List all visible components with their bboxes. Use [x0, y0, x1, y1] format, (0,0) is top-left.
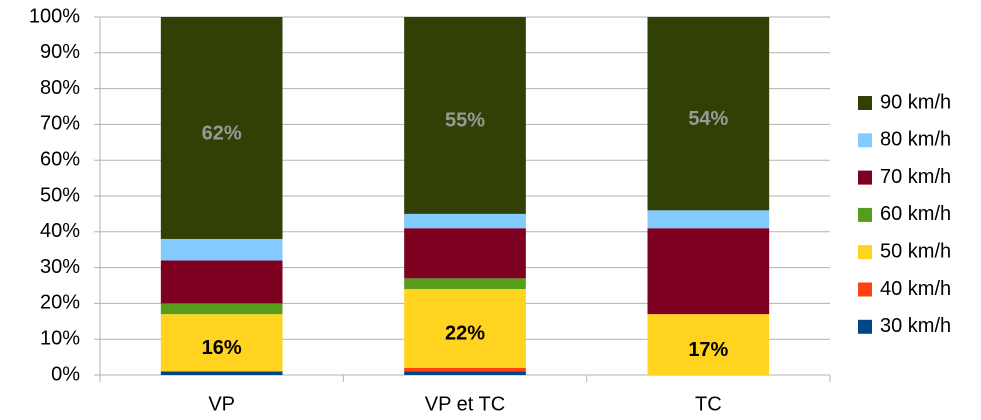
x-tick-label: VP et TC	[425, 393, 505, 415]
bar-segment	[160, 260, 283, 304]
legend-swatch	[858, 170, 872, 185]
y-tick-label: 60%	[40, 148, 80, 170]
legend-label: 90 km/h	[880, 91, 951, 113]
y-tick-label: 10%	[40, 327, 80, 349]
bar-segment	[647, 210, 770, 229]
value-label: 55%	[445, 110, 485, 132]
bar-segment	[647, 228, 770, 315]
y-tick-label: 80%	[40, 77, 80, 99]
bar-segment	[160, 17, 283, 239]
legend-label: 40 km/h	[880, 278, 951, 300]
value-label: 17%	[688, 339, 728, 361]
legend-label: 70 km/h	[880, 166, 951, 188]
legend-label: 60 km/h	[880, 203, 951, 225]
value-label: 54%	[688, 108, 728, 130]
bar-segment	[404, 228, 526, 279]
bar-segment	[160, 314, 283, 372]
value-label: 62%	[202, 122, 242, 144]
x-tick-label: TC	[695, 393, 722, 415]
bar-segment	[404, 289, 526, 368]
bar-segment	[160, 303, 283, 315]
legend-swatch	[858, 319, 872, 334]
legend-swatch	[858, 207, 872, 222]
y-tick-label: 100%	[29, 5, 80, 27]
x-tick-label: VP	[208, 393, 235, 415]
bar-segment	[647, 17, 770, 211]
value-label: 16%	[202, 337, 242, 359]
legend-label: 30 km/h	[880, 315, 951, 337]
y-tick-label: 50%	[40, 184, 80, 206]
bar-segment	[160, 371, 283, 375]
y-tick-label: 90%	[40, 41, 80, 63]
bar-segment	[404, 371, 526, 375]
legend-label: 50 km/h	[880, 240, 951, 262]
bar-segment	[404, 278, 526, 290]
bar-segment	[647, 314, 770, 375]
legend-label: 80 km/h	[880, 129, 951, 151]
bar-segment	[404, 367, 526, 372]
legend-swatch	[858, 96, 872, 110]
value-label: 22%	[445, 323, 485, 345]
legend-swatch	[858, 133, 872, 148]
bar-segment	[404, 213, 526, 229]
bar-segment	[404, 17, 526, 214]
y-tick-label: 0%	[51, 363, 80, 385]
y-tick-label: 70%	[40, 113, 80, 135]
y-tick-label: 20%	[40, 292, 80, 314]
legend-swatch	[858, 245, 872, 260]
y-tick-label: 30%	[40, 256, 80, 278]
y-tick-label: 40%	[40, 220, 80, 242]
bar-segment	[160, 238, 283, 261]
legend-swatch	[858, 282, 872, 297]
